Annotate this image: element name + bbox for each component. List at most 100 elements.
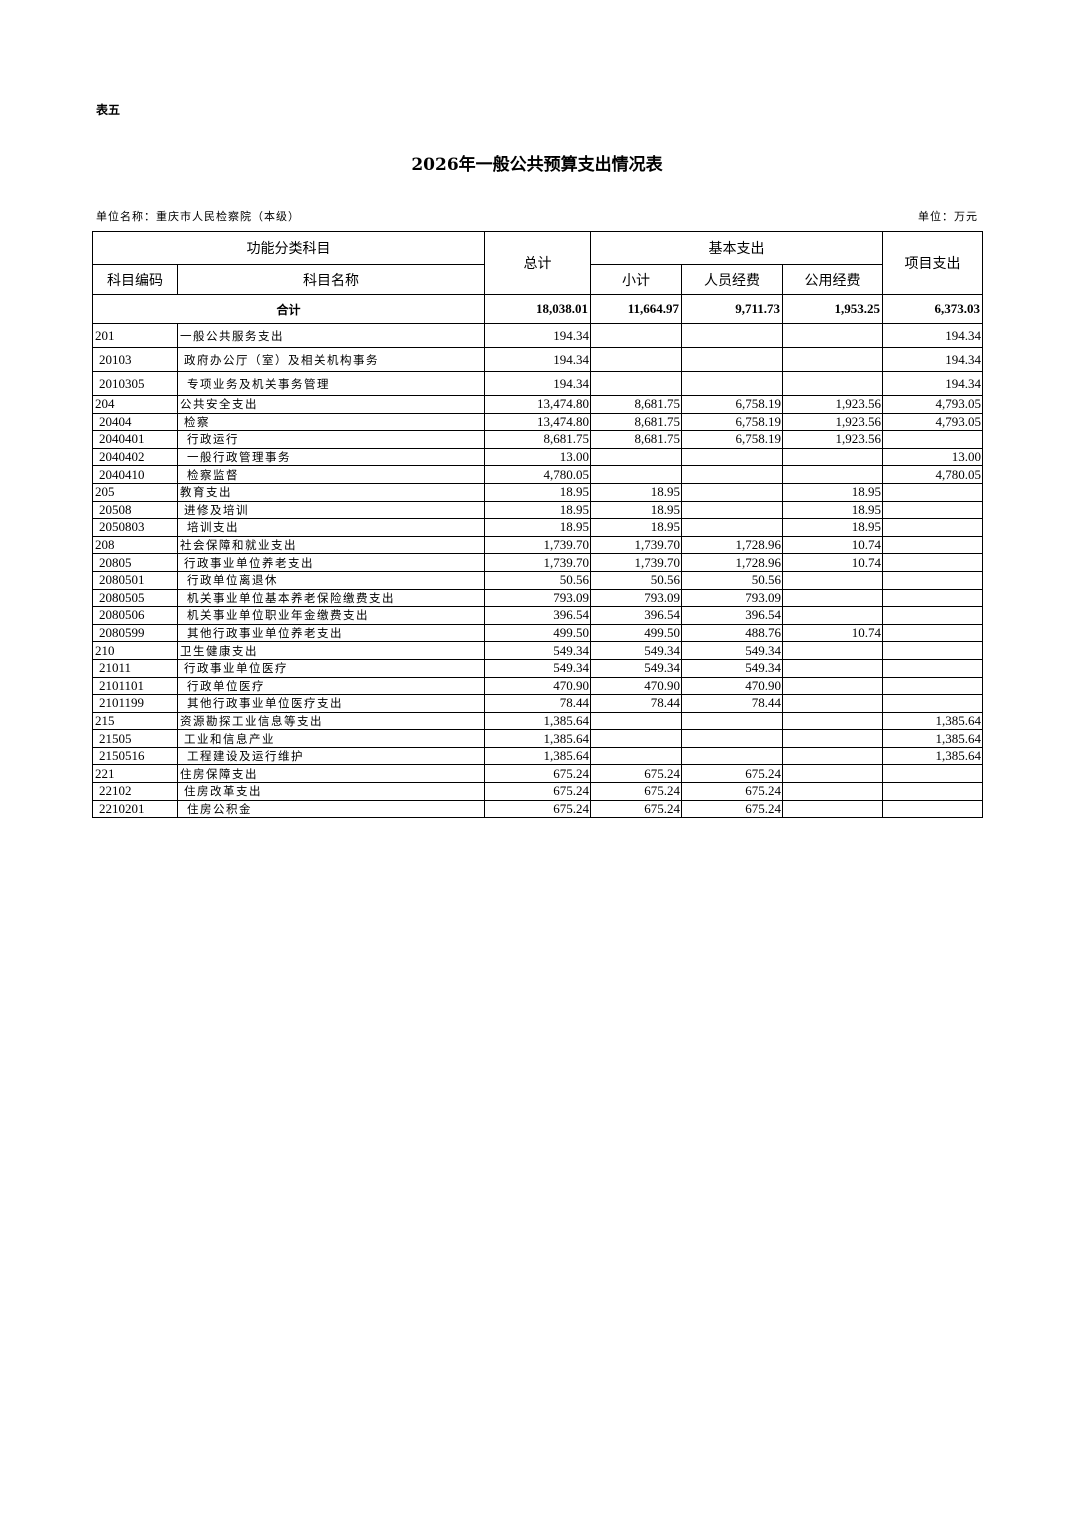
header-name: 科目名称	[177, 264, 485, 295]
cell-code: 2101101	[92, 676, 178, 696]
cell-name: 其他行政事业单位养老支出	[177, 623, 485, 643]
cell-code: 2101199	[92, 694, 178, 713]
cell-code: 205	[92, 482, 178, 502]
cell-public: 18.95	[781, 482, 884, 502]
cell-personnel: 549.34	[681, 641, 783, 660]
cell-code: 21505	[92, 729, 178, 748]
cell-name: 教育支出	[177, 482, 485, 502]
cell-subtotal: 18.95	[590, 518, 682, 537]
cell-total: 1,385.64	[484, 729, 591, 748]
cell-total: 470.90	[484, 676, 591, 696]
cell-personnel	[681, 518, 783, 537]
cell-code: 208	[92, 535, 178, 555]
cell-subtotal	[590, 729, 682, 748]
cell-public	[781, 465, 884, 484]
header-basic: 基本支出	[589, 231, 884, 265]
cell-personnel: 6,758.19	[681, 430, 783, 449]
unit-name: 单位名称：重庆市人民检察院（本级）	[96, 210, 300, 223]
cell-total: 499.50	[484, 623, 591, 643]
cell-code: 20103	[92, 347, 178, 372]
cell-name: 一般公共服务支出	[177, 323, 485, 348]
cell-code: 210	[92, 641, 178, 660]
table-row: 208 社会保障和就业支出 1,739.70 1,739.70 1,728.96 10.7…	[92, 535, 984, 555]
cell-name: 住房保障支出	[177, 764, 485, 784]
table-row: 21011 行政事业单位医疗 549.34 549.34 549.34	[92, 658, 984, 678]
total-row: 合计 18,038.01 11,664.97 9,711.73 1,953.25…	[92, 294, 984, 324]
cell-subtotal	[590, 465, 682, 484]
table-row: 221 住房保障支出 675.24 675.24 675.24	[92, 764, 984, 784]
cell-personnel	[681, 347, 783, 372]
cell-personnel	[681, 447, 783, 467]
cell-code: 2040410	[92, 465, 178, 484]
cell-total: 675.24	[484, 764, 591, 784]
cell-project	[882, 430, 984, 449]
cell-name: 卫生健康支出	[177, 641, 485, 660]
cell-total: 13,474.80	[484, 395, 591, 414]
header-subtotal: 小计	[590, 264, 682, 295]
cell-subtotal: 18.95	[590, 500, 682, 520]
cell-subtotal	[590, 371, 682, 396]
table-row: 204 公共安全支出 13,474.80 8,681.75 6,758.19 1,923.…	[92, 395, 984, 414]
cell-personnel	[681, 746, 783, 766]
cell-personnel	[681, 371, 783, 396]
header-code: 科目编码	[92, 264, 178, 295]
cell-personnel: 675.24	[681, 799, 783, 819]
cell-code: 20805	[92, 553, 178, 572]
cell-personnel	[681, 711, 783, 731]
cell-project	[882, 676, 984, 696]
cell-total: 675.24	[484, 799, 591, 819]
cell-name: 一般行政管理事务	[177, 447, 485, 467]
cell-personnel: 6,758.19	[681, 395, 783, 414]
cell-total: 675.24	[484, 782, 591, 801]
cell-personnel: 78.44	[681, 694, 783, 713]
cell-project	[882, 641, 984, 660]
table-number: 表五	[96, 103, 121, 117]
total-personnel: 9,711.73	[681, 294, 783, 324]
cell-total: 78.44	[484, 694, 591, 713]
table-row: 2040401 行政运行 8,681.75 8,681.75 6,758.19 1,923…	[92, 430, 984, 449]
header-project: 项目支出	[882, 231, 984, 295]
cell-total: 1,739.70	[484, 553, 591, 572]
cell-total: 396.54	[484, 606, 591, 625]
cell-name: 住房公积金	[177, 799, 485, 819]
table-row: 2210201 住房公积金 675.24 675.24 675.24	[92, 799, 984, 819]
cell-project: 194.34	[882, 371, 984, 396]
cell-public	[781, 447, 884, 467]
cell-name: 检察	[177, 412, 485, 432]
cell-subtotal: 675.24	[590, 764, 682, 784]
cell-subtotal	[590, 323, 682, 348]
header-total: 总计	[484, 231, 591, 295]
cell-name: 检察监督	[177, 465, 485, 484]
cell-project: 194.34	[882, 347, 984, 372]
cell-public	[781, 676, 884, 696]
cell-name: 专项业务及机关事务管理	[177, 371, 485, 396]
cell-personnel: 1,728.96	[681, 535, 783, 555]
budget-table: 功能分类科目 总计 基本支出 项目支出 科目编码 科目名称 小计 人员经费 公用…	[92, 231, 984, 819]
cell-personnel: 396.54	[681, 606, 783, 625]
cell-subtotal: 549.34	[590, 658, 682, 678]
cell-public	[781, 570, 884, 590]
table-row: 2050803 培训支出 18.95 18.95 18.95	[92, 518, 984, 537]
cell-personnel: 1,728.96	[681, 553, 783, 572]
table-row: 20404 检察 13,474.80 8,681.75 6,758.19 1,923.56…	[92, 412, 984, 432]
cell-total: 1,385.64	[484, 746, 591, 766]
cell-code: 2150516	[92, 746, 178, 766]
cell-total: 13,474.80	[484, 412, 591, 432]
total-project: 6,373.03	[882, 294, 984, 324]
table-row: 20103 政府办公厅（室）及相关机构事务 194.34 194.34	[92, 347, 984, 372]
cell-public: 10.74	[781, 623, 884, 643]
cell-project	[882, 694, 984, 713]
cell-total: 18.95	[484, 518, 591, 537]
cell-personnel: 470.90	[681, 676, 783, 696]
currency-unit: 单位：万元	[918, 210, 978, 223]
cell-name: 行政单位医疗	[177, 676, 485, 696]
cell-name: 机关事业单位职业年金缴费支出	[177, 606, 485, 625]
cell-project: 1,385.64	[882, 711, 984, 731]
table-row: 205 教育支出 18.95 18.95 18.95	[92, 482, 984, 502]
table-row: 2101199 其他行政事业单位医疗支出 78.44 78.44 78.44	[92, 694, 984, 713]
cell-personnel: 675.24	[681, 764, 783, 784]
cell-subtotal: 396.54	[590, 606, 682, 625]
cell-project	[882, 799, 984, 819]
cell-code: 20508	[92, 500, 178, 520]
cell-public	[781, 323, 884, 348]
